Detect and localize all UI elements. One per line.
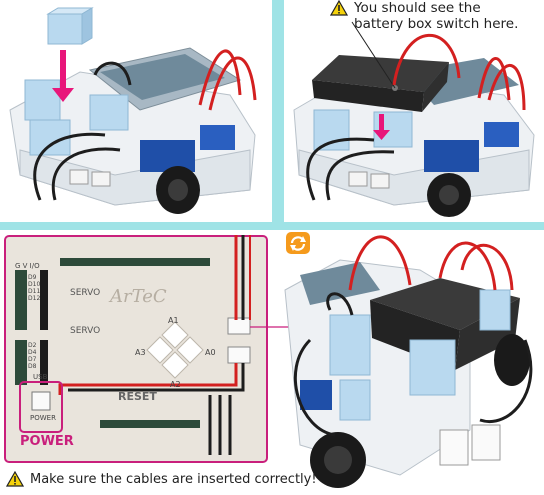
step-panel-battery-box: You should see the battery box switch he… [284,0,544,222]
rotate-arrows-icon [286,232,310,254]
a3-label: A3 [135,348,146,357]
note-line-1: You should see the [354,0,481,16]
pin-label: D4 [28,349,37,356]
warning-triangle-icon [6,471,24,487]
power-small-label: POWER [30,414,56,422]
board-closeup [4,235,268,463]
pin-label: D10 [28,281,41,288]
pin-label: D7 [28,356,37,363]
cables-note: Make sure the cables are inserted correc… [30,472,317,487]
power-switch-highlight [19,381,63,433]
down-arrow-icon [379,114,384,130]
note-line-2: battery box switch here. [354,16,519,32]
a0-label: A0 [205,348,216,357]
board-and-robot-illustration [4,235,533,488]
robot-illustration-2 [293,21,535,217]
pin-label: D9 [28,274,37,281]
down-arrow-icon [60,50,66,88]
servo-label-top: SERVO [70,288,101,298]
pin-labels-2: D2 D4 D7 D8 [28,342,36,370]
gvd-label: G V I/O [15,262,40,270]
pin-label: D8 [28,363,37,370]
power-label: POWER [20,434,74,449]
battery-box [312,55,449,92]
usb-label: USB [33,373,48,381]
pin-label: D11 [28,288,41,295]
pin-label: D12 [28,295,41,302]
pin-labels: D9 D10 D11 D12 [28,274,40,302]
warning-triangle-icon [330,0,348,16]
servo-label-bottom: SERVO [70,326,101,336]
board-logo: ArTeC [110,286,167,307]
a1-label: A1 [168,316,179,325]
block-piece [47,13,83,45]
power-switch[interactable] [31,391,51,411]
battery-switch-note: You should see the battery box switch he… [354,0,518,32]
servo-block [140,140,195,172]
step-panel-insert-block [0,0,272,222]
step-panel-connections: ArTeC SERVO SERVO RESET G V I/O USB POWE… [0,230,544,495]
a2-label: A2 [170,380,181,389]
reset-label: RESET [118,390,157,403]
pin-label: D2 [28,342,37,349]
robot-illustration-1 [9,7,257,214]
